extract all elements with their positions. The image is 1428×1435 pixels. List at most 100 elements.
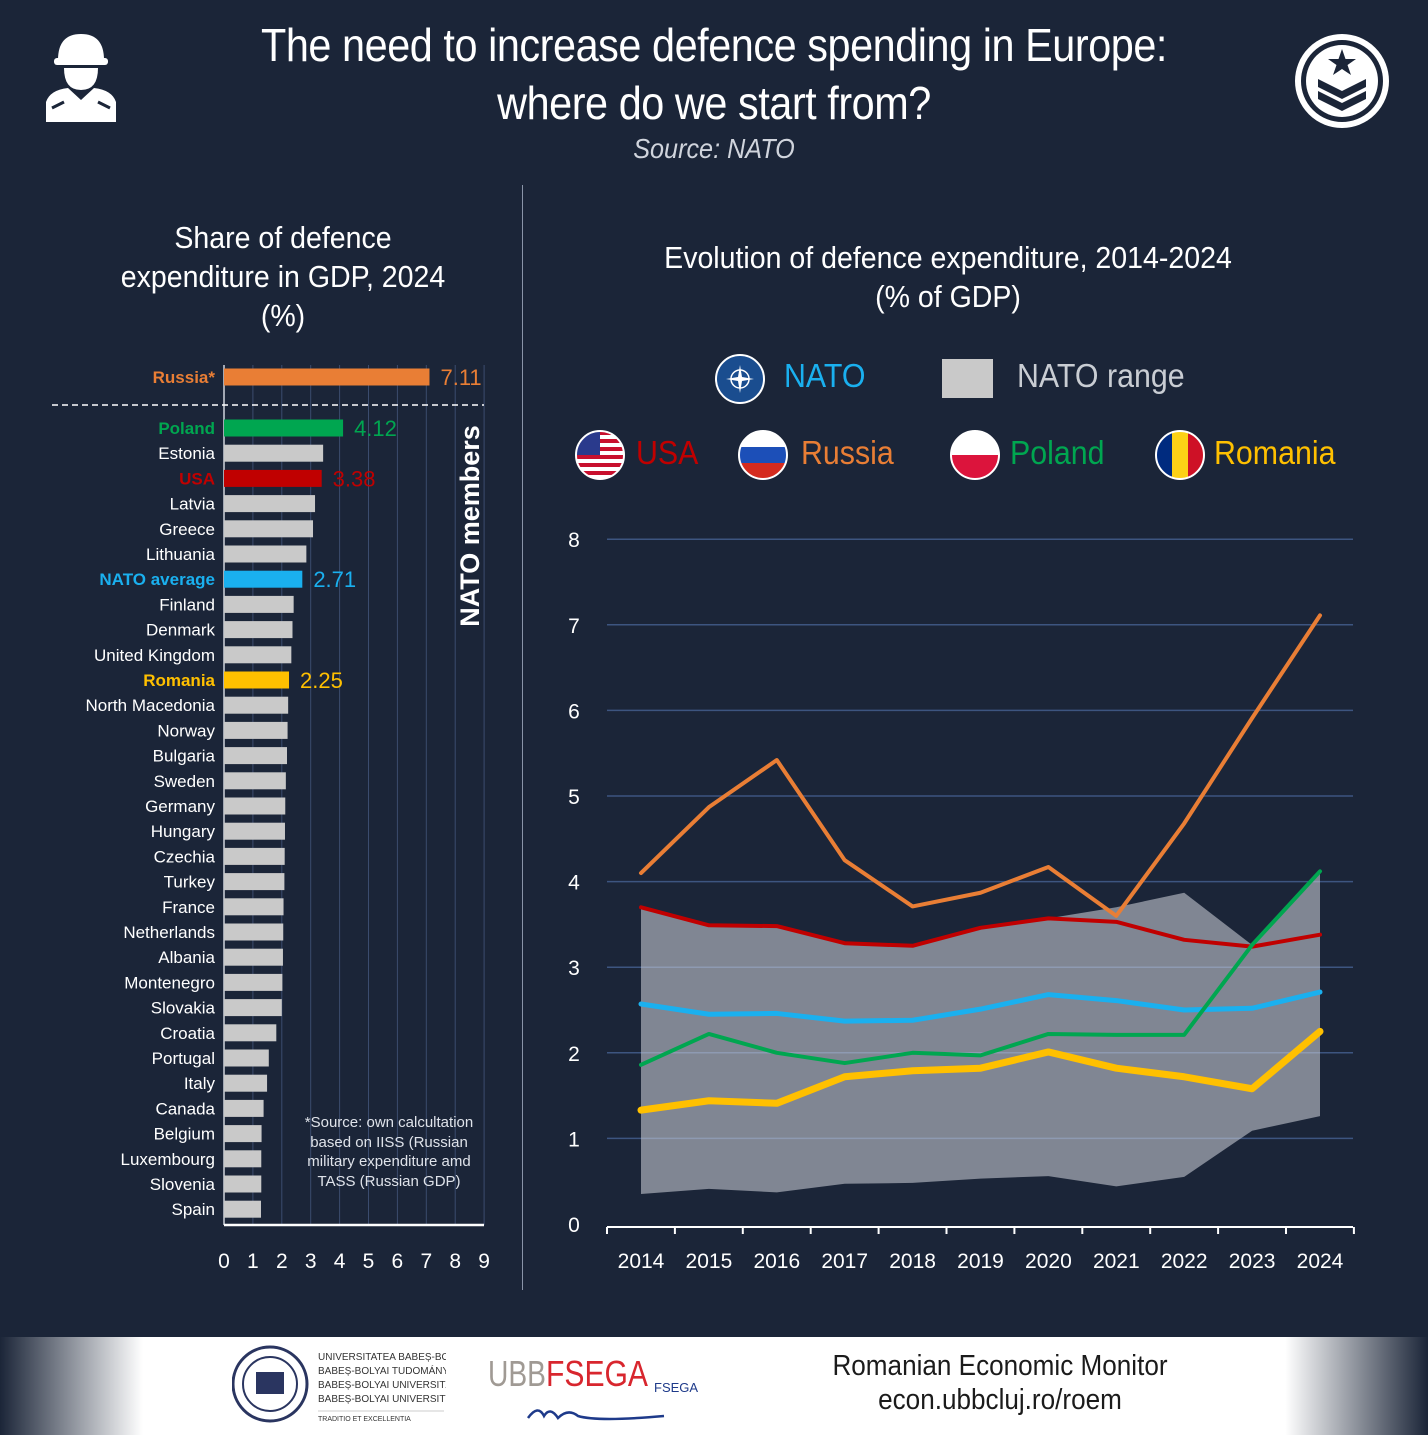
bar-category-label: Slovenia bbox=[150, 1175, 216, 1194]
line-x-tick-label: 2015 bbox=[686, 1250, 733, 1273]
nato-members-label: NATO members bbox=[455, 425, 485, 627]
bar-category-label: Canada bbox=[155, 1099, 215, 1118]
usa-flag-icon bbox=[575, 430, 625, 480]
line-x-tick-label: 2014 bbox=[618, 1250, 665, 1273]
bar bbox=[224, 419, 344, 437]
line-y-tick-label: 0 bbox=[568, 1214, 580, 1237]
bar bbox=[224, 847, 285, 865]
bar bbox=[224, 923, 284, 941]
bar-category-label: NATO average bbox=[99, 570, 215, 589]
bar bbox=[224, 772, 286, 790]
bar-category-label: Spain bbox=[172, 1200, 215, 1219]
bar bbox=[224, 1074, 268, 1092]
poland-flag-icon bbox=[950, 430, 1000, 480]
bar bbox=[224, 898, 284, 916]
bar-x-tick-label: 2 bbox=[276, 1250, 288, 1273]
bar-category-label: Turkey bbox=[164, 873, 216, 892]
bar bbox=[224, 1175, 262, 1193]
svg-text:FSEGA: FSEGA bbox=[654, 1380, 698, 1395]
line-x-tick-label: 2020 bbox=[1025, 1250, 1072, 1273]
legend-usa: USA bbox=[636, 434, 699, 471]
bar-x-tick-label: 8 bbox=[449, 1250, 461, 1273]
bar bbox=[224, 1024, 277, 1042]
bar bbox=[224, 822, 285, 840]
bar-value-label: 7.11 bbox=[440, 365, 481, 390]
source-label: Source: NATO bbox=[633, 133, 795, 164]
bar bbox=[224, 570, 303, 588]
line-y-tick-label: 8 bbox=[568, 529, 580, 552]
bar-category-label: USA bbox=[179, 469, 215, 488]
bar-category-label: Russia* bbox=[153, 368, 216, 387]
ubb-university-logo: UNIVERSITATEA BABEȘ-BOLYAI BABEȘ-BOLYAI … bbox=[232, 1345, 446, 1423]
line-chart-title: Evolution of defence expenditure, 2014-2… bbox=[591, 238, 1305, 316]
bar bbox=[224, 973, 283, 991]
svg-text:BABEȘ-BOLYAI TUDOMÁNYEGYETEM: BABEȘ-BOLYAI TUDOMÁNYEGYETEM bbox=[318, 1364, 446, 1377]
bar-x-tick-label: 3 bbox=[305, 1250, 317, 1273]
bar-x-tick-label: 9 bbox=[478, 1250, 490, 1273]
line-x-tick-label: 2016 bbox=[753, 1250, 800, 1273]
legend-nato: NATO bbox=[784, 357, 866, 394]
bar bbox=[224, 873, 285, 891]
svg-text:BABEȘ-BOLYAI UNIVERSITY: BABEȘ-BOLYAI UNIVERSITY bbox=[318, 1394, 446, 1405]
bar-category-label: Germany bbox=[145, 797, 215, 816]
bar bbox=[224, 545, 307, 563]
bar-category-label: North Macedonia bbox=[86, 696, 216, 715]
line-y-tick-label: 3 bbox=[568, 957, 580, 980]
svg-text:UNIVERSITATEA BABEȘ-BOLYAI: UNIVERSITATEA BABEȘ-BOLYAI bbox=[318, 1352, 446, 1363]
bar-x-tick-label: 0 bbox=[218, 1250, 230, 1273]
bar-category-label: Croatia bbox=[160, 1024, 215, 1043]
title-line-1: The need to increase defence spending in… bbox=[261, 19, 1167, 71]
legend-russia: Russia bbox=[801, 434, 894, 471]
bar bbox=[224, 696, 289, 714]
bar bbox=[224, 469, 322, 487]
line-y-tick-label: 1 bbox=[568, 1128, 580, 1151]
bar-value-label: 2.71 bbox=[313, 567, 356, 592]
bar bbox=[224, 646, 292, 664]
bar bbox=[224, 1125, 262, 1143]
bar-category-label: Norway bbox=[157, 721, 215, 740]
bar-title-line-1: Share of defence bbox=[174, 220, 392, 255]
bar-title-line-2: expenditure in GDP, 2024 bbox=[120, 259, 446, 294]
legend-nato-range-swatch bbox=[942, 359, 993, 398]
nato-emblem-icon bbox=[715, 354, 765, 404]
bar-category-label: Latvia bbox=[170, 495, 216, 514]
line-x-tick-label: 2017 bbox=[821, 1250, 868, 1273]
bar-x-tick-label: 6 bbox=[392, 1250, 404, 1273]
bar-value-label: 4.12 bbox=[354, 416, 397, 441]
bar-category-label: Italy bbox=[184, 1074, 216, 1093]
bar-category-label: Finland bbox=[159, 595, 215, 614]
line-y-tick-label: 2 bbox=[568, 1043, 580, 1066]
line-title-line-2: (% of GDP) bbox=[875, 279, 1021, 314]
bar bbox=[224, 444, 324, 462]
bar bbox=[224, 671, 290, 689]
bar-value-label: 2.25 bbox=[300, 668, 343, 693]
line-y-tick-label: 4 bbox=[568, 872, 580, 895]
bar-category-label: Romania bbox=[143, 671, 215, 690]
bar-category-label: Czechia bbox=[154, 847, 216, 866]
bar bbox=[224, 621, 293, 639]
bar bbox=[224, 520, 314, 538]
series-line-romania bbox=[637, 1027, 1324, 1114]
line-y-tick-label: 5 bbox=[568, 786, 580, 809]
bar-category-label: Bulgaria bbox=[153, 747, 216, 766]
svg-text:FSEGA: FSEGA bbox=[546, 1353, 648, 1394]
series-line-usa bbox=[639, 905, 1322, 949]
bar-category-label: United Kingdom bbox=[94, 646, 215, 665]
monitor-url[interactable]: econ.ubbcluj.ro/roem bbox=[878, 1384, 1122, 1416]
line-x-tick-label: 2022 bbox=[1161, 1250, 1208, 1273]
bar-category-label: Montenegro bbox=[124, 973, 215, 992]
series-line-poland bbox=[639, 869, 1322, 1067]
bar bbox=[224, 747, 288, 765]
svg-text:UBB: UBB bbox=[488, 1353, 546, 1394]
bar-category-label: Poland bbox=[158, 419, 215, 438]
bar bbox=[224, 495, 316, 513]
bar-category-label: France bbox=[162, 898, 215, 917]
bar bbox=[224, 1150, 262, 1168]
bar-title-line-3: (%) bbox=[260, 298, 306, 333]
line-x-tick-label: 2024 bbox=[1297, 1250, 1344, 1273]
military-rank-badge-icon bbox=[1295, 34, 1389, 128]
line-y-tick-label: 7 bbox=[568, 615, 580, 638]
soldier-icon bbox=[46, 34, 116, 122]
bar-category-label: Estonia bbox=[158, 444, 215, 463]
svg-text:TRADITIO ET EXCELLENTIA: TRADITIO ET EXCELLENTIA bbox=[318, 1416, 411, 1423]
